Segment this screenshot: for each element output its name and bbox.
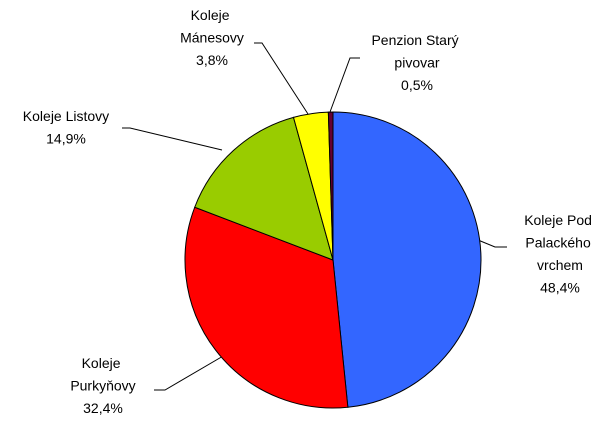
label-line: Koleje Pod — [524, 212, 596, 228]
label-line: vrchem — [537, 257, 583, 273]
slice-label: Penzion Starý pivovar — [371, 32, 462, 71]
leader-line — [329, 57, 360, 113]
label-line: pivovar — [394, 55, 439, 71]
leader-line — [477, 239, 507, 248]
value-label: 0,5% — [401, 77, 433, 93]
leader-line — [122, 127, 223, 151]
pie-slice — [184, 206, 349, 409]
pie — [184, 111, 482, 409]
pie-slice — [194, 116, 334, 261]
leader-line — [154, 351, 231, 391]
value-label: 32,4% — [83, 400, 123, 416]
pie-slice — [327, 111, 334, 261]
label-line: Koleje — [82, 355, 125, 371]
label-line: Penzion Starý — [371, 32, 462, 48]
slice-label: Koleje Mánesovy — [180, 7, 244, 46]
slice-label: Koleje Listovy — [23, 108, 109, 124]
value-label: 14,9% — [46, 131, 86, 147]
leader-line — [254, 42, 309, 115]
leader-lines — [122, 42, 507, 391]
value-label: 3,8% — [196, 52, 228, 68]
label-line: Palackého — [525, 235, 594, 251]
value-label: 48,4% — [540, 280, 580, 296]
label-line: Koleje Listovy — [23, 108, 109, 124]
pie-slice — [332, 111, 482, 408]
label-line: Purkyňovy — [70, 378, 135, 394]
label-line: Koleje — [191, 7, 234, 23]
label-line: Mánesovy — [180, 30, 244, 46]
slice-label: Koleje Pod Palackého vrchem — [524, 212, 596, 273]
slice-label: Koleje Purkyňovy — [70, 355, 135, 394]
